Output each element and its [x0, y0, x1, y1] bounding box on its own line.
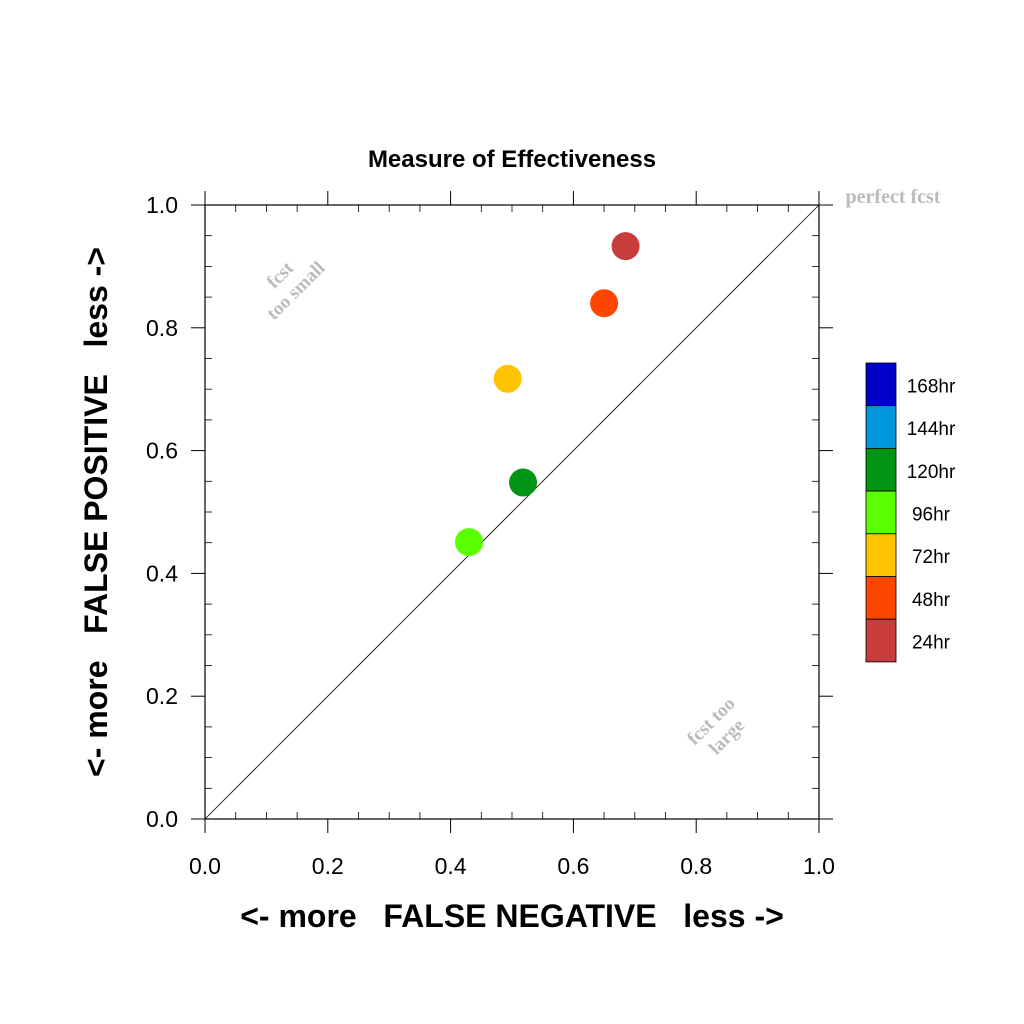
y-tick-label: 1.0 — [146, 192, 178, 218]
legend-label: 24hr — [912, 633, 951, 654]
perfect-fcst-label: perfect fcst — [846, 186, 941, 208]
x-tick-label: 0.8 — [680, 853, 712, 879]
x-tick-label: 0.2 — [312, 853, 344, 879]
y-axis-label: <- more FALSE POSITIVE less -> — [78, 247, 114, 777]
y-tick-label: 0.6 — [146, 438, 178, 464]
legend-swatch-120hr — [865, 447, 897, 492]
legend-swatch-144hr — [865, 405, 897, 449]
axis-ticks — [191, 191, 833, 833]
tick-labels: 0.0 0.2 0.4 0.6 0.8 1.0 0.0 0.2 0.4 0.6 0.8 1.0 — [146, 192, 835, 879]
legend-label: 168hr — [907, 376, 956, 397]
legend-label: 144hr — [907, 419, 956, 440]
legend-swatch-96hr — [865, 490, 897, 535]
annotation-fcst-too-small: fcst too small — [263, 257, 330, 324]
point-24hr — [611, 232, 640, 261]
annotation-fcst-too-large: fcst too large — [683, 693, 749, 759]
x-tick-label: 0.6 — [557, 853, 589, 879]
y-tick-label: 0.4 — [146, 560, 178, 586]
diagonal-line — [204, 204, 820, 820]
legend-label: 120hr — [907, 462, 956, 483]
y-tick-label: 0.8 — [146, 315, 178, 341]
y-tick-label: 0.2 — [146, 683, 178, 709]
x-tick-label: 1.0 — [803, 853, 835, 879]
data-points — [455, 232, 640, 557]
point-120hr — [509, 468, 538, 497]
legend-swatch-168hr — [865, 362, 897, 407]
legend-swatch-72hr — [865, 533, 897, 577]
point-48hr — [590, 289, 619, 318]
perfect-forecast-line — [204, 204, 820, 820]
legend: 168hr 144hr 120hr 96hr 72hr 48hr 24hr — [865, 362, 956, 663]
legend-swatch-48hr — [865, 576, 897, 620]
x-tick-label: 0.4 — [435, 853, 467, 879]
legend-label: 96hr — [912, 504, 951, 525]
x-axis-label: <- more FALSE NEGATIVE less -> — [240, 898, 784, 934]
x-tick-label: 0.0 — [189, 853, 221, 879]
point-72hr — [493, 364, 522, 393]
chart-title: Measure of Effectiveness — [368, 146, 656, 173]
y-tick-label: 0.0 — [146, 806, 178, 832]
point-96hr — [455, 528, 484, 557]
legend-swatch-24hr — [865, 618, 897, 663]
legend-label: 72hr — [912, 547, 951, 568]
legend-label: 48hr — [912, 590, 951, 611]
